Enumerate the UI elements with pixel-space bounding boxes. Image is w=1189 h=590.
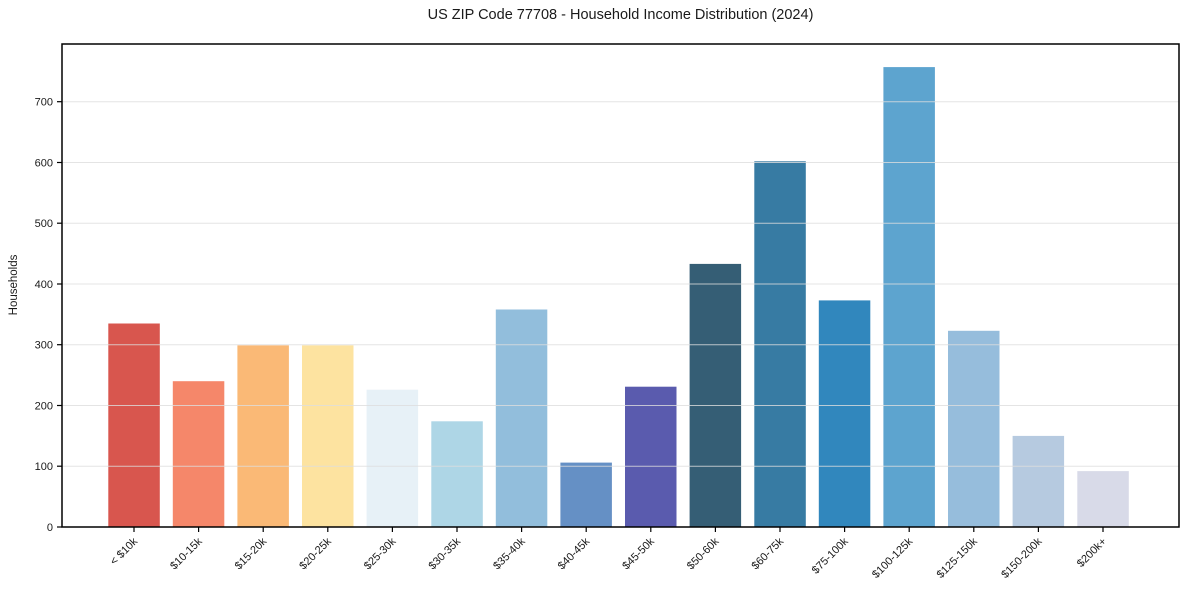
x-tick-label: $35-40k: [491, 535, 528, 572]
bar-$40-45k: [560, 462, 612, 527]
x-tick-label: $50-60k: [685, 535, 722, 572]
bar-$25-30k: [366, 389, 419, 527]
bar-$15-20k: [237, 345, 289, 527]
y-tick-label: 500: [35, 218, 53, 230]
x-tick-label: $40-45k: [556, 535, 593, 572]
x-tick-label: $125-150k: [935, 535, 981, 581]
y-tick-label: 600: [35, 157, 53, 169]
y-tick-label: 300: [35, 340, 53, 352]
bar-< $10k: [108, 323, 160, 527]
x-tick-label: $15-20k: [233, 535, 270, 572]
x-tick-label: $100-125k: [870, 535, 916, 581]
bar-$20-25k: [302, 345, 354, 527]
bar-$200k+: [1077, 471, 1129, 527]
x-tick-label: $20-25k: [297, 535, 334, 572]
bar-$60-75k: [754, 161, 806, 528]
x-tick-label: $10-15k: [168, 535, 205, 572]
y-tick-label: 400: [35, 279, 53, 291]
x-tick-label: $30-35k: [427, 535, 464, 572]
x-tick-label: $150-200k: [999, 535, 1045, 581]
bar-$45-50k: [625, 386, 677, 527]
x-tick-label: $75-100k: [810, 535, 851, 576]
x-tick-label: $45-50k: [620, 535, 657, 572]
bar-$125-150k: [948, 330, 1000, 527]
bar-$75-100k: [818, 300, 871, 527]
x-tick-label: $60-75k: [750, 535, 787, 572]
bar-$30-35k: [431, 421, 483, 527]
x-tick-label: $200k+: [1075, 536, 1109, 570]
x-tick-label: $25-30k: [362, 535, 399, 572]
bar-$100-125k: [883, 67, 935, 527]
y-tick-label: 200: [35, 400, 53, 412]
bar-$10-15k: [172, 381, 225, 527]
y-tick-label: 100: [35, 461, 53, 473]
bar-$150-200k: [1012, 435, 1065, 527]
x-tick-label: < $10k: [108, 535, 140, 567]
y-tick-label: 700: [35, 97, 53, 109]
plot-border: [61, 43, 1180, 528]
chart-title: US ZIP Code 77708 - Household Income Dis…: [427, 7, 814, 23]
bar-$35-40k: [495, 309, 548, 527]
y-tick-label: 0: [47, 522, 53, 534]
bar-$50-60k: [689, 263, 742, 527]
